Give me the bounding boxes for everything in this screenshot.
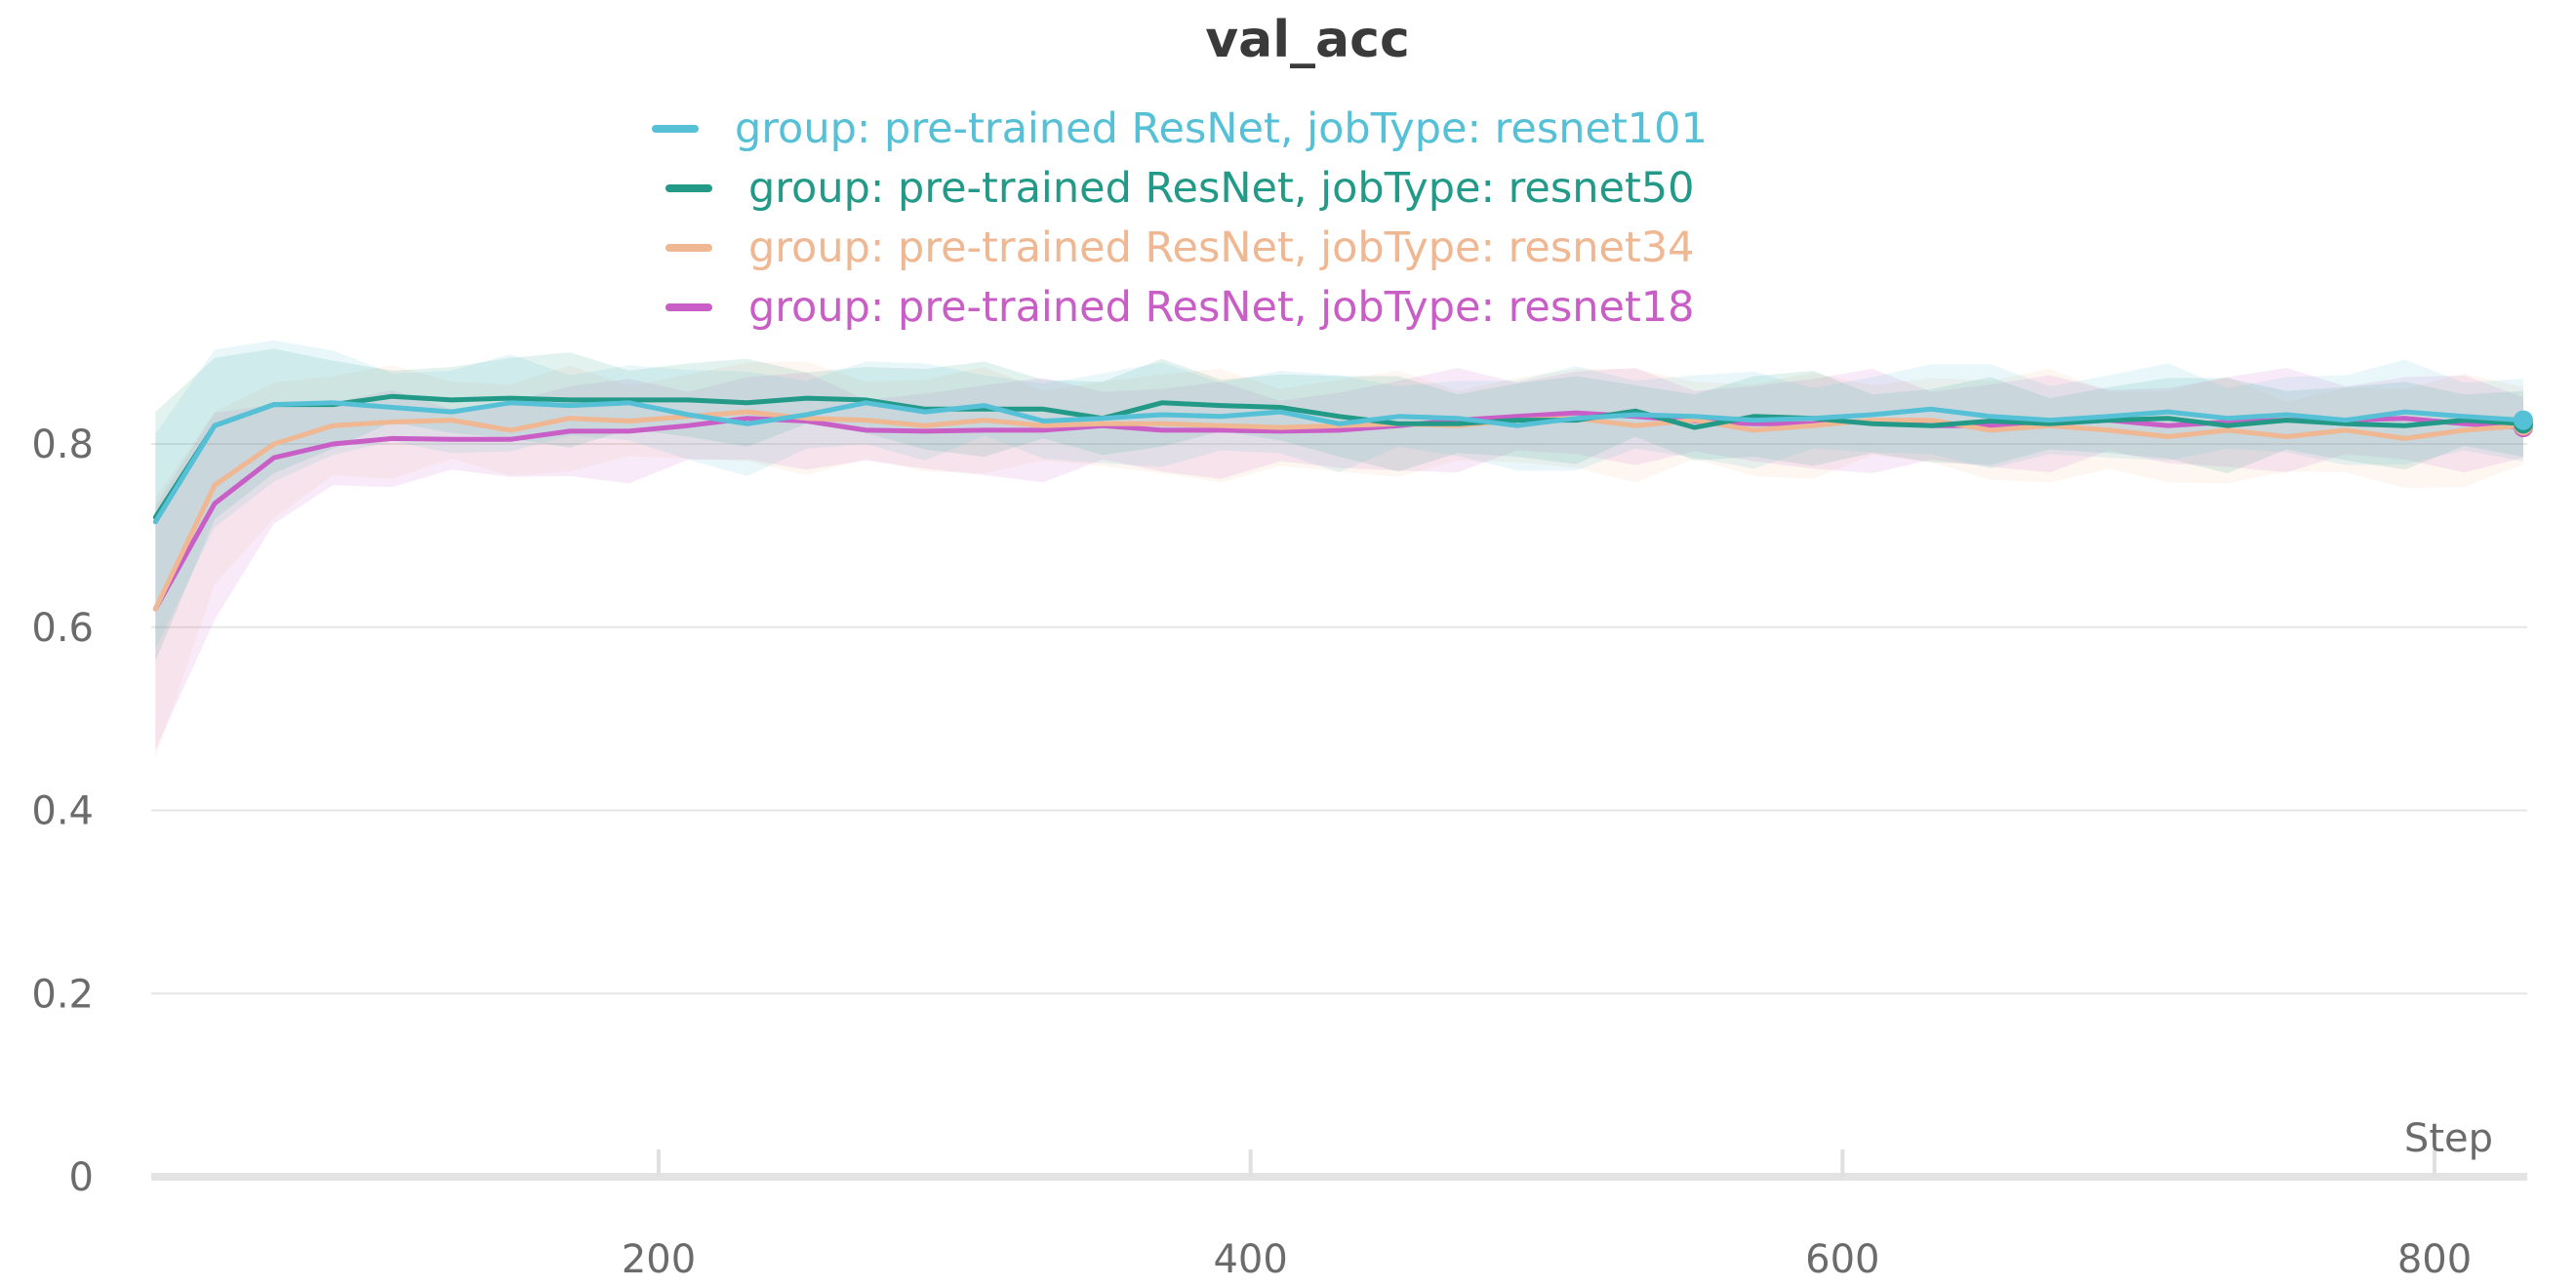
- gridlines: [151, 443, 2527, 995]
- x-tick-label: 200: [622, 1237, 696, 1282]
- legend-label[interactable]: group: pre-trained ResNet, jobType: resn…: [748, 283, 1695, 332]
- series-line[interactable]: [152, 393, 2526, 520]
- x-axis-label: Step: [2404, 1116, 2493, 1161]
- x-tick-label: 600: [1805, 1237, 1879, 1282]
- end-markers: [2514, 410, 2533, 438]
- legend-label[interactable]: group: pre-trained ResNet, jobType: resn…: [748, 164, 1695, 213]
- confidence-band: [155, 340, 2523, 649]
- axes: 200 400 600 800 0 0.2 0.4 0.6 0.8: [31, 423, 2527, 1282]
- chart-title: val_acc: [1205, 11, 1410, 69]
- series-lines: [152, 393, 2526, 612]
- x-tick-label: 800: [2397, 1237, 2472, 1282]
- legend-label[interactable]: group: pre-trained ResNet, jobType: resn…: [748, 223, 1695, 272]
- series-line[interactable]: [152, 400, 2526, 525]
- legend-label[interactable]: group: pre-trained ResNet, jobType: resn…: [735, 104, 1708, 153]
- y-tick-label: 0.6: [31, 606, 94, 651]
- y-tick-label: 0.8: [31, 423, 94, 467]
- y-tick-label: 0.4: [31, 789, 94, 834]
- y-tick-label: 0.2: [31, 972, 94, 1017]
- y-tick-label: 0: [69, 1155, 94, 1200]
- confidence-band: [155, 361, 2523, 758]
- series-end-marker[interactable]: [2514, 410, 2533, 430]
- legend[interactable]: group: pre-trained ResNet, jobType: resn…: [652, 104, 1708, 332]
- x-tick-label: 400: [1213, 1237, 1287, 1282]
